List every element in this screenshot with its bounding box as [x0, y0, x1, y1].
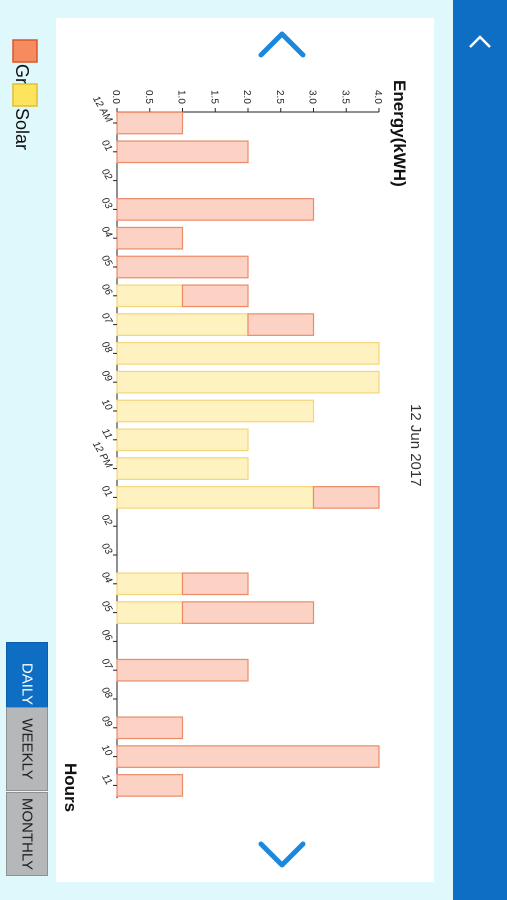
- category-label: 03: [99, 196, 114, 212]
- legend-grid-swatch: [12, 39, 38, 63]
- value-axis-title: Energy(kWH): [390, 80, 409, 187]
- bar-solar: [116, 313, 249, 336]
- category-label: 11: [99, 772, 114, 786]
- bar-solar: [116, 486, 315, 509]
- bar-grid: [116, 140, 249, 164]
- bar-grid: [116, 716, 184, 740]
- category-label: 07: [99, 311, 114, 327]
- bar-grid: [116, 745, 380, 768]
- bar-grid: [116, 255, 249, 279]
- bar-grid: [116, 658, 249, 682]
- bar-grid: [116, 198, 315, 221]
- bar-solar: [116, 370, 380, 394]
- category-label: 06: [99, 628, 114, 644]
- bar-solar: [116, 399, 315, 423]
- bar-grid: [181, 572, 249, 596]
- category-label: 03: [99, 541, 114, 557]
- tab-weekly-label: WEEKLY: [18, 718, 36, 780]
- value-tick-label: 0.0: [110, 90, 121, 104]
- category-label: 08: [99, 685, 114, 701]
- legend-solar-label: Solar: [12, 108, 32, 150]
- bar-solar: [116, 601, 184, 624]
- bar-grid: [247, 313, 315, 336]
- category-label: 08: [99, 340, 114, 356]
- value-tick-label: 1.5: [208, 90, 219, 104]
- category-label: 04: [99, 570, 114, 586]
- side-panel: [453, 0, 507, 900]
- value-tick-label: 2.0: [241, 90, 252, 104]
- bar-grid: [181, 601, 315, 624]
- next-day-chevron-icon[interactable]: [254, 838, 310, 874]
- tab-monthly[interactable]: MONTHLY: [6, 792, 48, 876]
- category-label: 01: [99, 484, 114, 499]
- value-tick-label: 2.5: [274, 90, 285, 104]
- bar-solar: [116, 572, 184, 596]
- tab-weekly[interactable]: WEEKLY: [6, 707, 48, 791]
- energy-chart: 0.0 0.5 1.0 1.5 2.0 2.5 3.0 3.5 4.0 Energy(kWH) Ho…: [61, 80, 424, 812]
- bar-grid: [116, 774, 184, 797]
- category-label: 02: [99, 167, 114, 183]
- category-label: 09: [99, 369, 114, 385]
- category-label: 11: [99, 427, 114, 441]
- category-label: 10: [99, 397, 114, 413]
- bar-grid: [116, 226, 184, 250]
- category-label: 07: [99, 657, 114, 673]
- bar-solar: [116, 428, 249, 452]
- bar-grid: [312, 486, 380, 509]
- date-label: 12 Jun 2017: [407, 404, 424, 487]
- category-label: 12 PM: [90, 440, 114, 471]
- value-tick-label: 4.0: [372, 90, 383, 104]
- value-tick-label: 0.5: [143, 90, 154, 104]
- value-tick-label: 3.0: [307, 90, 318, 104]
- collapse-chevron-icon[interactable]: [453, 22, 507, 62]
- bar-solar: [116, 342, 380, 365]
- legend-solar-swatch: [12, 83, 38, 107]
- category-label: 05: [99, 253, 114, 269]
- category-label: 05: [99, 599, 114, 615]
- category-label: 02: [99, 513, 114, 529]
- category-label: 04: [99, 225, 114, 241]
- value-tick-label: 3.5: [339, 90, 350, 104]
- tab-monthly-label: MONTHLY: [18, 797, 36, 871]
- chart-card: 0.0 0.5 1.0 1.5 2.0 2.5 3.0 3.5 4.0 Energy(kWH) Ho…: [56, 18, 434, 882]
- bar-solar: [116, 284, 184, 308]
- category-label: 01: [99, 138, 114, 153]
- bar-grid: [116, 111, 184, 135]
- value-tick-label: 1.0: [176, 90, 187, 104]
- bar-solar: [116, 457, 249, 480]
- tab-daily-label: DAILY: [18, 662, 36, 706]
- bar-grid: [181, 284, 249, 308]
- legend: Grid Solar: [12, 39, 38, 150]
- category-label: 10: [99, 743, 114, 759]
- category-label: 06: [99, 282, 114, 298]
- category-axis-title: Hours: [61, 763, 80, 812]
- prev-day-chevron-icon[interactable]: [254, 25, 310, 61]
- category-label: 09: [99, 714, 114, 730]
